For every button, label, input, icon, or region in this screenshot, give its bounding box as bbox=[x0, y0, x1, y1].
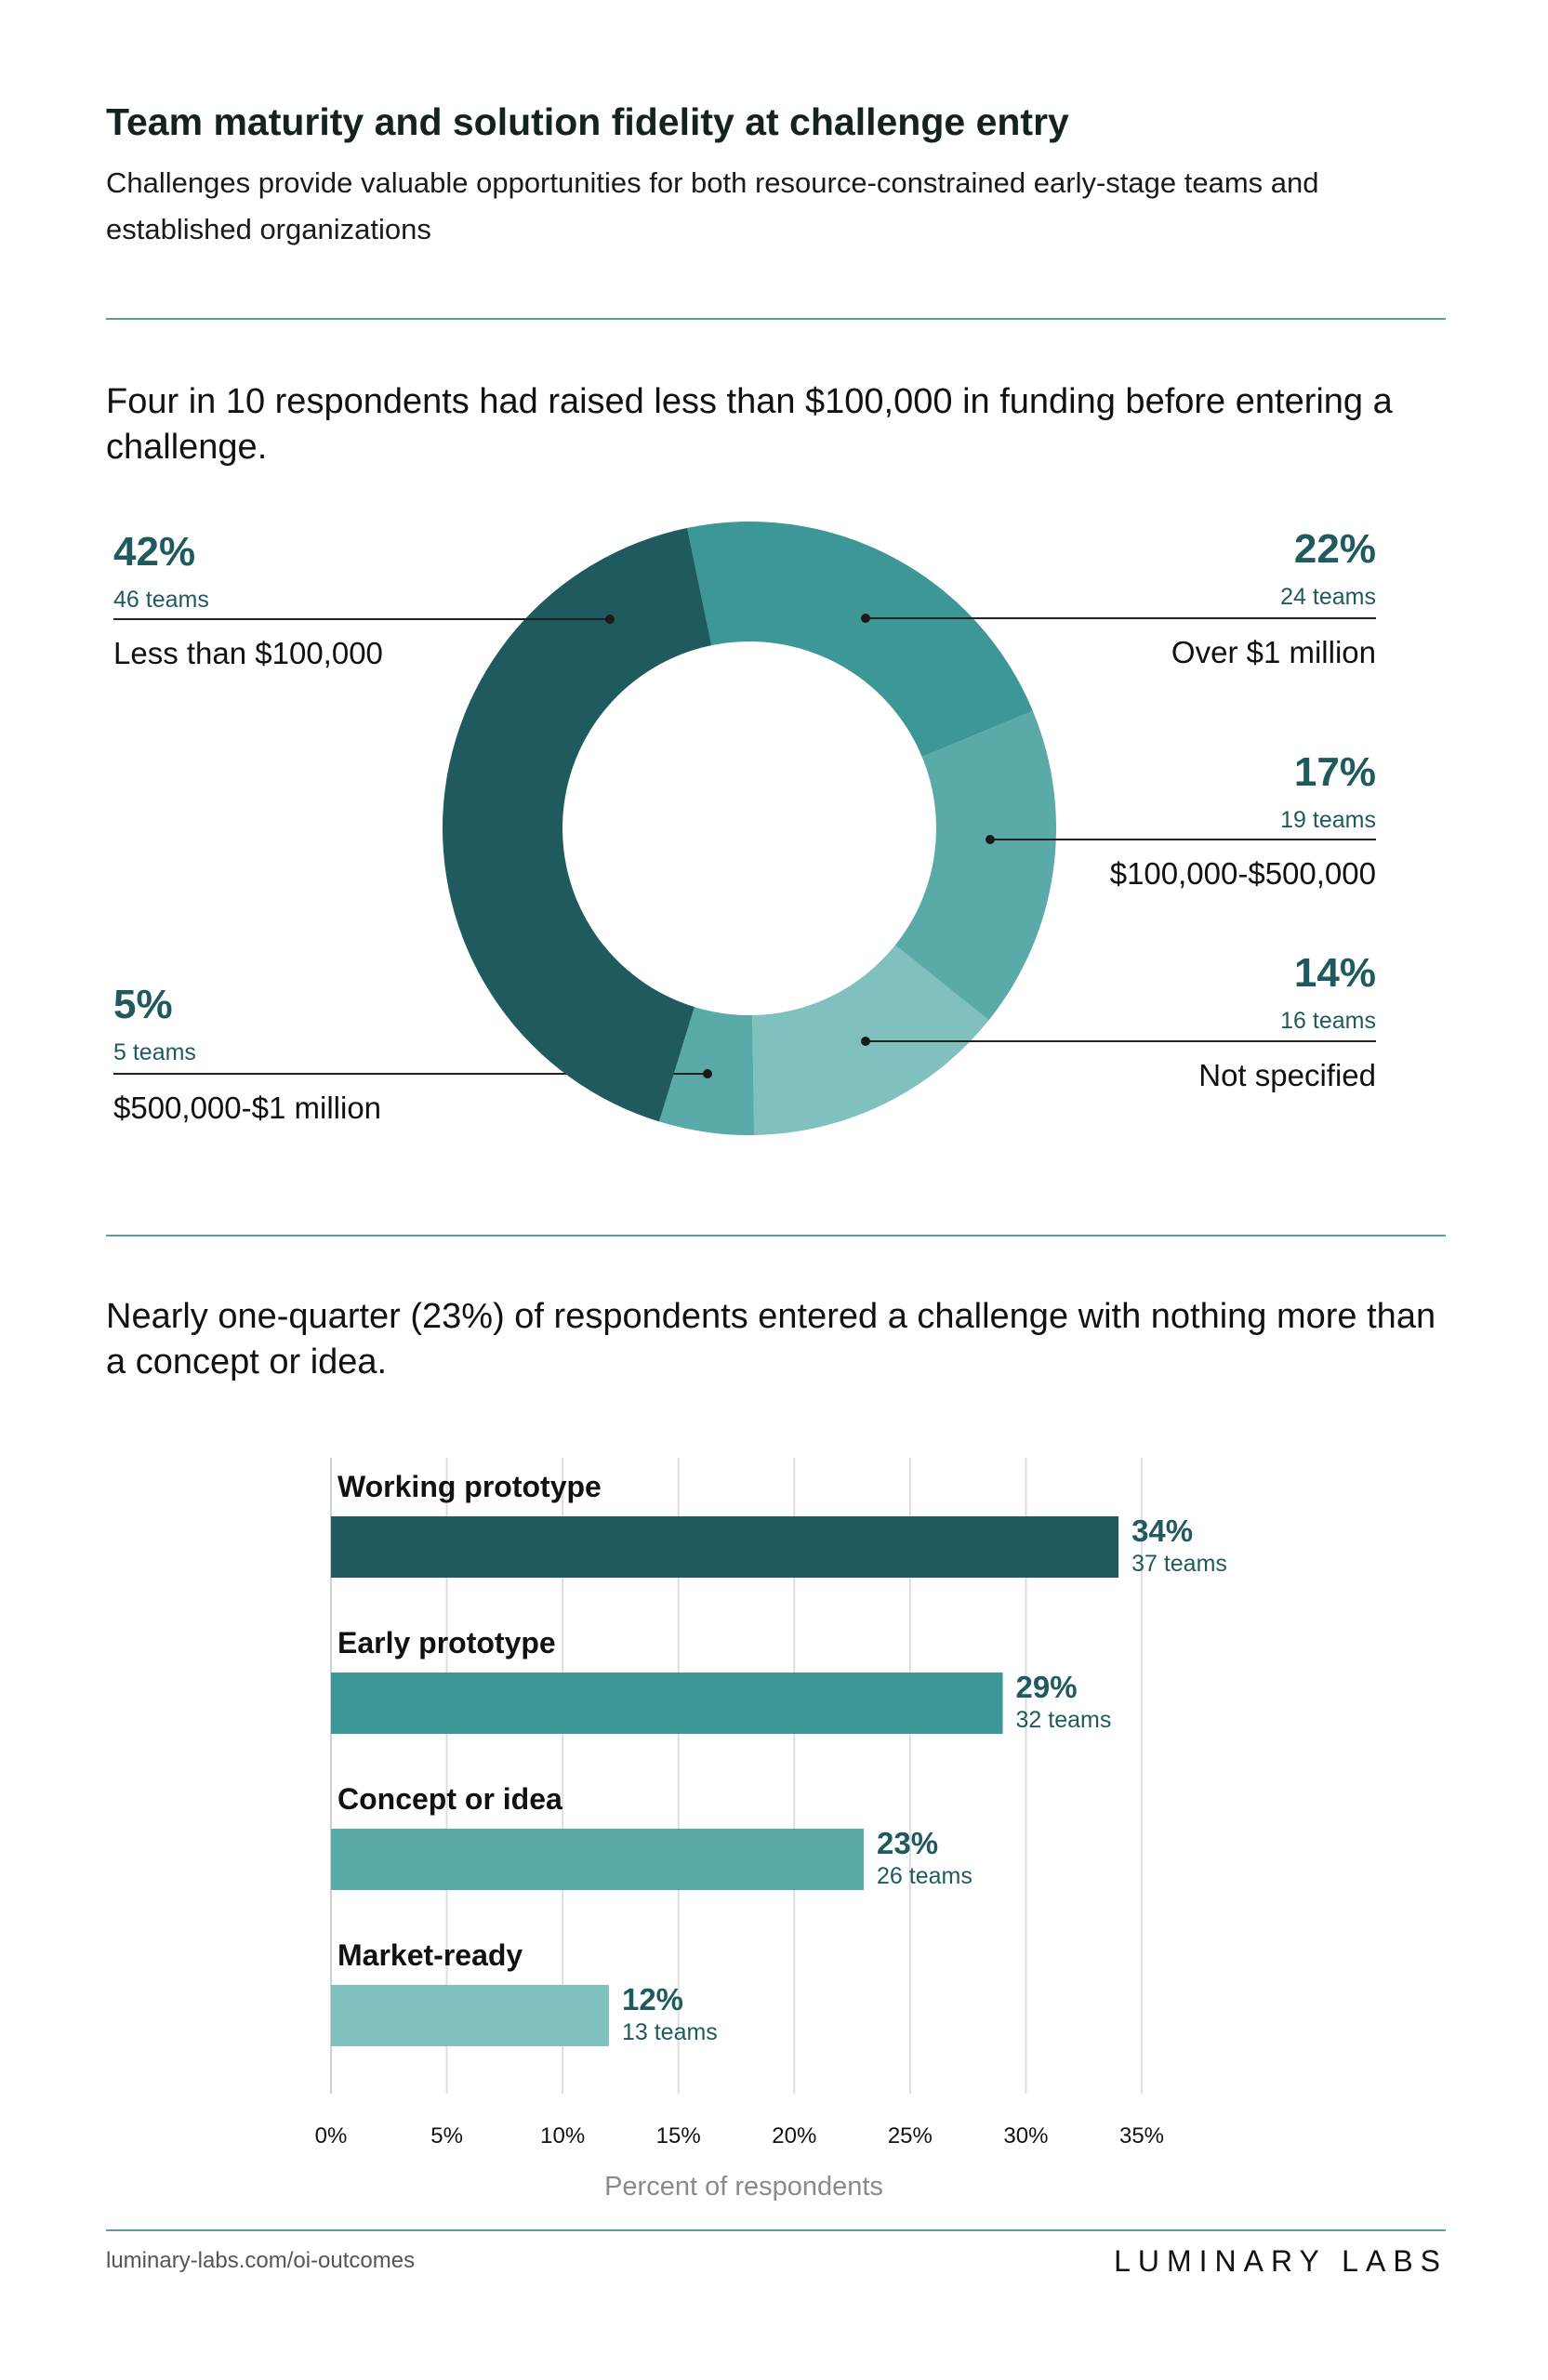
slice-teams: 5 teams bbox=[113, 1039, 196, 1065]
slice-teams: 19 teams bbox=[1280, 807, 1376, 833]
donut-slice bbox=[442, 527, 712, 1122]
slice-label: $100,000-$500,000 bbox=[1109, 856, 1376, 891]
divider bbox=[106, 318, 1446, 320]
bar bbox=[331, 1829, 865, 1890]
bar-value-label: 29% bbox=[1015, 1670, 1078, 1704]
bar-teams-label: 32 teams bbox=[1015, 1707, 1112, 1733]
slice-teams: 46 teams bbox=[113, 587, 209, 613]
page-title: Team maturity and solution fidelity at c… bbox=[106, 100, 1069, 143]
bar-value-label: 23% bbox=[877, 1826, 939, 1860]
bar-category-label: Concept or idea bbox=[337, 1782, 562, 1816]
donut-slice bbox=[894, 710, 1056, 1021]
luminary-labs-logo: LUMINARY LABS bbox=[1114, 2244, 1448, 2278]
bar bbox=[331, 1985, 609, 2046]
divider bbox=[106, 2229, 1446, 2231]
bar bbox=[331, 1516, 1119, 1578]
bar-category-label: Early prototype bbox=[337, 1626, 556, 1659]
x-axis-title: Percent of respondents bbox=[604, 2172, 883, 2202]
bar-chart bbox=[330, 1458, 1143, 2094]
bar-heading: Nearly one-quarter (23%) of respondents … bbox=[106, 1297, 1436, 1382]
x-tick-label: 25% bbox=[887, 2123, 933, 2149]
divider bbox=[106, 1235, 1446, 1236]
page-subtitle: Challenges provide valuable opportunitie… bbox=[106, 166, 1319, 245]
bar bbox=[331, 1673, 1003, 1734]
leader-dot bbox=[605, 615, 615, 624]
slice-teams: 16 teams bbox=[1280, 1008, 1376, 1034]
slice-label: $500,000-$1 million bbox=[113, 1091, 382, 1125]
slice-label: Not specified bbox=[1198, 1058, 1376, 1092]
bar-value-label: 12% bbox=[621, 1982, 684, 2016]
slice-label: Over $1 million bbox=[1171, 635, 1376, 669]
donut-slice bbox=[752, 945, 989, 1135]
slice-teams: 24 teams bbox=[1280, 584, 1376, 610]
bar-category-label: Working prototype bbox=[337, 1470, 602, 1503]
bar-teams-label: 37 teams bbox=[1131, 1551, 1227, 1577]
bar-teams-label: 26 teams bbox=[877, 1863, 972, 1889]
x-tick-label: 15% bbox=[655, 2123, 701, 2149]
slice-percent: 14% bbox=[1293, 950, 1376, 996]
leader-dot bbox=[986, 835, 995, 844]
leader-dot bbox=[703, 1069, 712, 1078]
x-tick-label: 5% bbox=[430, 2123, 463, 2149]
donut-heading: Four in 10 respondents had raised less t… bbox=[106, 382, 1393, 467]
slice-percent: 42% bbox=[113, 529, 196, 575]
x-tick-label: 35% bbox=[1118, 2123, 1165, 2149]
bar-category-label: Market-ready bbox=[337, 1938, 523, 1972]
slice-label: Less than $100,000 bbox=[113, 636, 383, 670]
slice-percent: 17% bbox=[1293, 749, 1376, 795]
donut-slice bbox=[687, 521, 1033, 758]
x-tick-label: 10% bbox=[540, 2123, 586, 2149]
slice-percent: 22% bbox=[1293, 526, 1376, 572]
bar-teams-label: 13 teams bbox=[621, 2019, 718, 2045]
x-tick-label: 30% bbox=[1003, 2123, 1049, 2149]
leader-dot bbox=[861, 614, 870, 623]
leader-dot bbox=[861, 1037, 870, 1046]
bar-value-label: 34% bbox=[1131, 1514, 1194, 1548]
x-tick-label: 20% bbox=[772, 2123, 817, 2149]
slice-percent: 5% bbox=[113, 982, 173, 1027]
donut-chart bbox=[113, 521, 1376, 1135]
x-tick-label: 0% bbox=[314, 2123, 348, 2149]
source-link[interactable]: luminary-labs.com/oi-outcomes bbox=[106, 2248, 416, 2273]
